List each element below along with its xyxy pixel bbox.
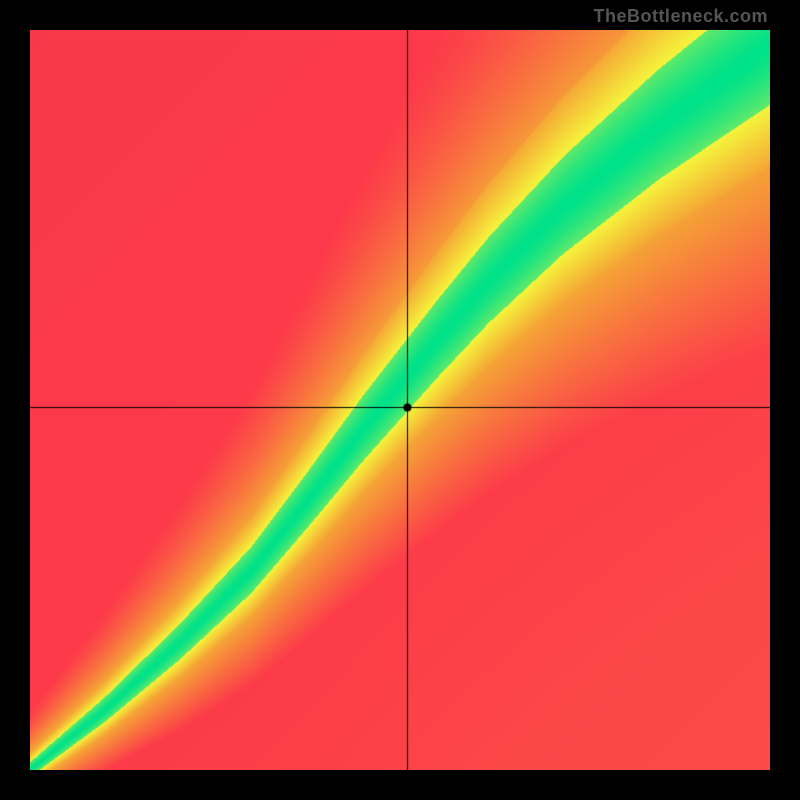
chart-container: TheBottleneck.com [0,0,800,800]
watermark-text: TheBottleneck.com [593,6,768,27]
heatmap-plot [30,30,770,770]
heatmap-canvas [30,30,770,770]
